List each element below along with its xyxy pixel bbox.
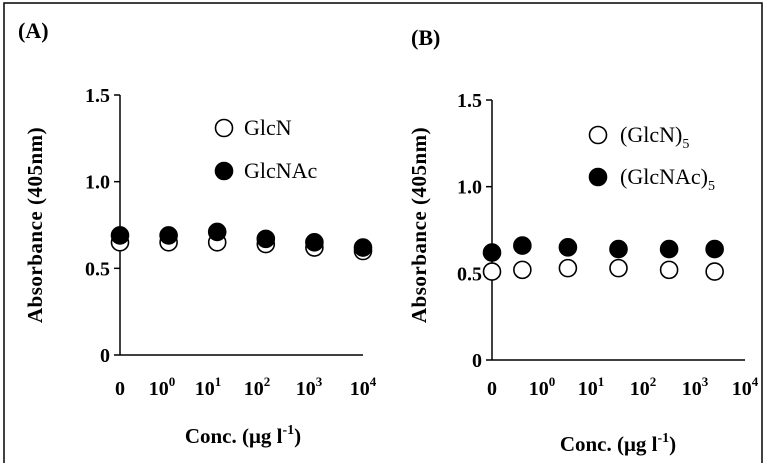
panel-label: (B) xyxy=(411,25,440,50)
filled-point xyxy=(705,239,724,259)
legend-marker xyxy=(588,167,608,187)
x-tick-label: 101 xyxy=(578,374,605,400)
y-tick-label: 1.0 xyxy=(457,177,482,199)
x-tick-label: 102 xyxy=(244,374,271,400)
legend-marker xyxy=(214,118,234,138)
legend-label: GlcNAc xyxy=(244,158,318,183)
open-point xyxy=(558,258,578,278)
x-tick-label: 103 xyxy=(682,374,709,400)
x-axis-label: Conc. (μg l-1) xyxy=(560,431,676,456)
open-point xyxy=(482,262,502,281)
open-point xyxy=(659,260,679,280)
y-tick-label: 0.5 xyxy=(457,263,482,285)
y-tick-label: 1.5 xyxy=(457,90,482,112)
chart-panel-a: (A) 0 0.5 1.0 1.5 0 100 101 102 103 104 Conc. (μg l… xyxy=(18,18,377,448)
filled-point xyxy=(305,233,324,252)
x-tick-label: 103 xyxy=(296,374,323,400)
filled-point xyxy=(353,238,373,257)
filled-point xyxy=(609,239,628,259)
x-tick-label: 0 xyxy=(115,378,125,400)
panel-label: (A) xyxy=(18,18,49,43)
y-axis-label: Absorbance (405nm) xyxy=(23,127,47,323)
legend-label: GlcN xyxy=(244,115,292,140)
legend-marker xyxy=(588,125,608,145)
y-tick-label: 0 xyxy=(472,350,482,372)
open-point xyxy=(609,258,628,278)
x-tick-label: 102 xyxy=(630,374,657,400)
legend-label: (GlcN)5 xyxy=(620,122,689,152)
x-tick-label: 104 xyxy=(350,374,377,400)
filled-point xyxy=(513,236,532,255)
x-axis-label: Conc. (μg l-1) xyxy=(185,423,301,448)
x-tick-label: 100 xyxy=(149,374,176,400)
x-tick-label: 100 xyxy=(529,374,556,400)
y-tick-label: 0.5 xyxy=(85,258,110,280)
filled-point xyxy=(256,229,276,249)
chart-panel-b: (B) 0 0.5 1.0 1.5 0 100 101 102 103 104 Conc. (μg l… xyxy=(407,25,759,456)
legend-marker xyxy=(214,161,234,181)
figure-frame xyxy=(3,2,763,463)
legend-label: (GlcNAc)5 xyxy=(620,164,715,194)
y-tick-label: 0 xyxy=(100,345,110,367)
filled-point xyxy=(558,238,578,257)
filled-point xyxy=(110,226,130,245)
filled-point xyxy=(659,239,679,259)
x-tick-label: 104 xyxy=(732,374,759,400)
x-tick-label: 0 xyxy=(487,378,497,400)
x-tick-label: 101 xyxy=(195,374,222,400)
y-tick-label: 1.5 xyxy=(85,85,110,107)
y-axis-label: Absorbance (405nm) xyxy=(407,127,431,323)
y-tick-label: 1.0 xyxy=(85,172,110,194)
open-point xyxy=(513,260,532,280)
filled-point xyxy=(159,226,178,245)
filled-point xyxy=(482,243,502,262)
open-point xyxy=(705,262,724,281)
filled-point xyxy=(207,222,227,242)
